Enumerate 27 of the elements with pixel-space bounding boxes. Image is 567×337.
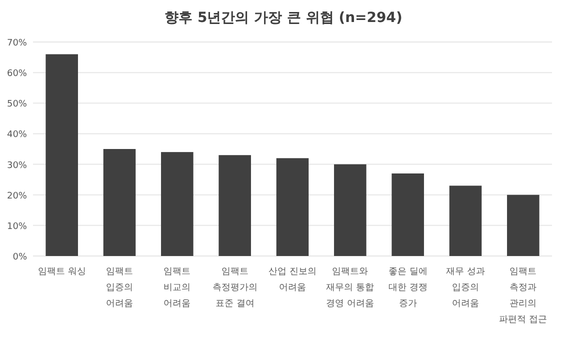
bar xyxy=(161,152,194,256)
y-tick-label: 0% xyxy=(12,252,28,262)
y-tick-label: 50% xyxy=(6,100,28,110)
x-tick-label: 임팩트 측정평가의 표준 결여 xyxy=(212,267,258,309)
bar xyxy=(334,164,366,256)
bar xyxy=(218,155,251,256)
x-tick-label: 임팩트 워싱 xyxy=(38,267,86,277)
y-tick-label: 30% xyxy=(6,160,28,171)
bar xyxy=(392,173,424,256)
y-tick-label: 40% xyxy=(6,130,28,140)
x-tick-label: 임팩트 입증의 어려움 xyxy=(106,267,133,309)
x-tick-label: 좋은 딜에 대한 경쟁 증가 xyxy=(388,267,428,309)
y-tick-label: 70% xyxy=(6,38,28,48)
y-tick-label: 10% xyxy=(6,222,28,232)
bar xyxy=(276,158,309,256)
x-tick-label: 임팩트 비교의 어려움 xyxy=(164,267,191,309)
y-tick-label: 60% xyxy=(6,69,28,80)
x-tick-label: 재무 성과 입증의 어려움 xyxy=(446,267,485,309)
x-tick-label: 산업 진보의 어려움 xyxy=(268,267,316,293)
bar xyxy=(507,194,540,256)
x-tick-label: 임팩트와 재무의 통합 경영 어려움 xyxy=(326,267,374,309)
bar xyxy=(449,186,482,256)
bar xyxy=(103,149,136,256)
y-tick-label: 20% xyxy=(6,191,28,202)
bar xyxy=(46,54,78,256)
chart-title: 향후 5년간의 가장 큰 위협 (n=294) xyxy=(164,10,402,26)
x-tick-label: 임팩트 측정과 관리의 파편적 접근 xyxy=(499,267,548,325)
